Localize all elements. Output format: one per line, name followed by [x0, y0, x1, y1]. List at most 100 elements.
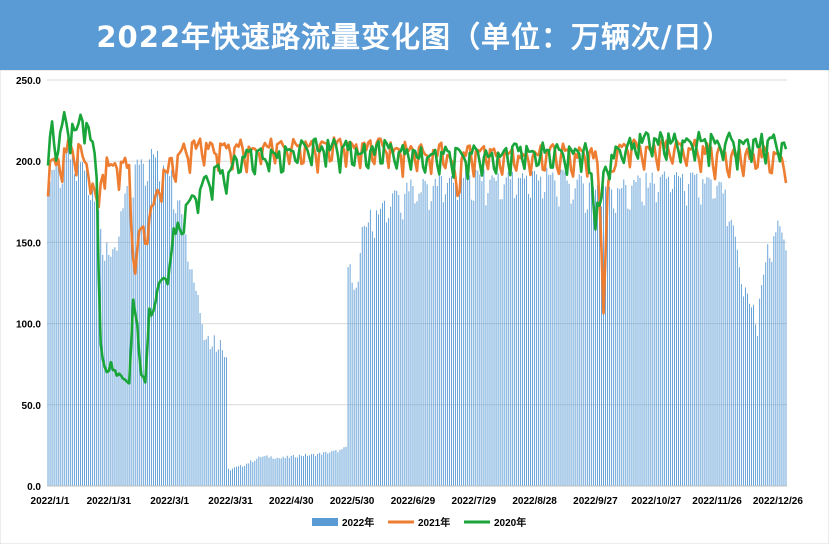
bar-2022 [244, 466, 246, 486]
bar-2022 [655, 202, 657, 486]
bar-2022 [629, 209, 631, 486]
bar-2022 [513, 198, 515, 486]
bar-2022 [150, 148, 152, 486]
bar-2022 [90, 200, 92, 486]
chart-area: 0.0 50.0 100.0 150.0 200.0 250.0 2022/1/1 2022/… [0, 69, 829, 545]
bar-2022 [623, 179, 625, 487]
bar-2022 [479, 174, 481, 486]
bar-2022 [303, 456, 304, 486]
bar-2022 [718, 181, 720, 486]
bar-2022 [532, 171, 534, 486]
bar-2022 [676, 172, 677, 486]
bar-2022 [63, 155, 65, 486]
bar-2022 [674, 175, 675, 486]
bar-2022 [169, 176, 171, 486]
bar-2022 [215, 351, 217, 486]
bar-2022 [732, 225, 734, 486]
bar-2022 [284, 458, 286, 486]
bar-2022 [171, 169, 173, 486]
bar-2022 [258, 456, 260, 486]
bar-2022 [98, 209, 100, 486]
bar-2022 [434, 179, 436, 486]
bar-2022 [475, 169, 477, 486]
bar-2022 [386, 222, 388, 487]
bar-2022 [540, 176, 542, 486]
bar-2022 [453, 182, 454, 486]
bar-2022 [686, 205, 688, 487]
bar-2022 [94, 201, 96, 486]
bar-2022 [416, 201, 418, 486]
bar-2022 [104, 260, 106, 486]
bar-2022 [418, 193, 420, 486]
bar-2022 [252, 462, 254, 486]
bar-2022 [232, 468, 233, 486]
x-tick-label: 2022/10/27 [631, 496, 681, 507]
x-tick-label: 2022/9/27 [573, 496, 618, 507]
y-tick-label: 250.0 [16, 76, 41, 87]
bar-2022 [442, 202, 444, 486]
bar-2022 [272, 458, 274, 486]
bar-2022 [633, 179, 635, 486]
bar-2022 [659, 176, 661, 486]
bar-2022 [110, 256, 112, 486]
bar-2022 [288, 457, 290, 486]
bar-2022 [47, 192, 49, 486]
bar-2022 [665, 178, 667, 487]
bar-2022 [296, 457, 298, 486]
bar-2022 [536, 174, 538, 486]
bar-2022 [422, 178, 424, 487]
bar-2022 [552, 172, 554, 486]
bar-2022 [349, 264, 351, 486]
bar-2022 [436, 185, 438, 486]
bar-2022 [177, 200, 179, 486]
bar-2022 [307, 455, 308, 486]
bar-2022 [373, 237, 375, 486]
bar-2022 [643, 205, 645, 486]
bar-2022 [556, 196, 558, 486]
bar-2022 [173, 209, 175, 486]
bar-2022 [155, 157, 156, 486]
chart-title: 2022年快速路流量变化图（单位：万辆次/日） [96, 20, 733, 54]
bar-2022 [355, 287, 357, 486]
bar-2022 [781, 232, 783, 486]
bar-2022 [335, 450, 337, 486]
bar-2022 [578, 174, 580, 486]
bar-2022 [619, 189, 621, 486]
bar-2022 [209, 349, 211, 486]
bar-2022 [221, 350, 223, 486]
bar-2022 [724, 189, 726, 486]
bar-2022 [700, 204, 702, 486]
bar-2022 [609, 186, 611, 486]
bar-2022 [410, 179, 412, 486]
bar-2022 [505, 177, 507, 486]
bar-2022 [738, 267, 740, 486]
bar-2022 [102, 254, 104, 486]
bar-2022 [430, 201, 432, 487]
bar-2022 [734, 236, 736, 486]
bar-2022 [392, 193, 394, 487]
bar-2022 [86, 166, 87, 487]
bar-2022 [305, 453, 306, 486]
bar-2022 [694, 174, 696, 486]
bar-2022 [753, 304, 755, 486]
y-tick-label: 150.0 [16, 238, 41, 249]
bar-2022 [73, 173, 75, 486]
bar-2022 [726, 226, 728, 487]
bar-2022 [755, 324, 757, 486]
bar-2022 [325, 451, 327, 486]
bar-2022 [219, 340, 221, 486]
bar-2022 [631, 185, 633, 486]
bar-2022 [712, 198, 714, 487]
bar-2022 [266, 455, 268, 486]
bar-2022 [517, 177, 519, 486]
bar-2022 [451, 176, 452, 486]
x-tick-label: 2022/1/31 [87, 496, 132, 507]
bar-2022 [55, 165, 57, 486]
bar-2022 [79, 162, 81, 486]
bar-2022 [213, 335, 215, 486]
bar-2022 [499, 199, 501, 486]
bar-2022 [773, 236, 775, 486]
bar-2022 [465, 167, 467, 486]
bar-2022 [469, 175, 471, 486]
bar-2022 [96, 205, 98, 486]
